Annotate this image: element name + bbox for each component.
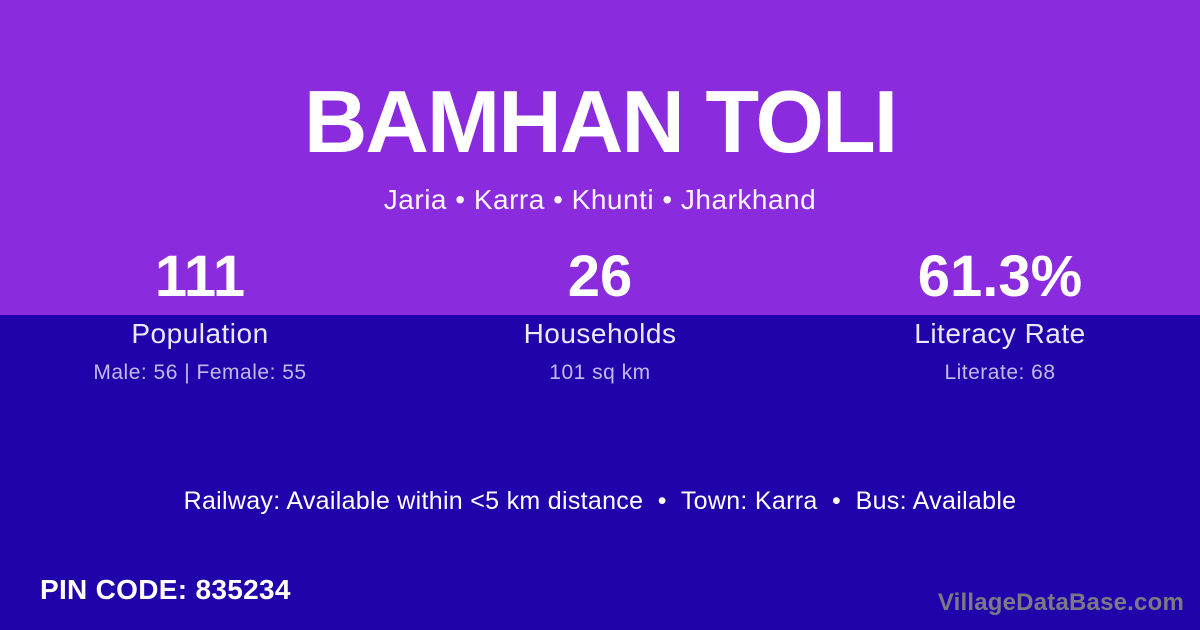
literacy-value: 61.3% [917, 244, 1083, 309]
households-label: Households [523, 318, 677, 349]
population-detail: Male: 56 | Female: 55 [93, 361, 307, 384]
population-label: Population [131, 318, 269, 349]
households-detail: 101 sq km [549, 361, 651, 384]
stat-population: 111 Population Male: 56 | Female: 55 [0, 248, 400, 385]
location-breadcrumb: Jaria • Karra • Khunti • Jharkhand [383, 184, 817, 215]
households-value: 26 [567, 244, 633, 309]
stat-literacy-rate: 61.3% Literacy Rate Literate: 68 [800, 248, 1200, 385]
transport-info-line: Railway: Available within <5 km distance… [183, 487, 1017, 515]
village-title: BAMHAN TOLI [303, 72, 898, 171]
watermark-site-name: VillageDataBase.com [937, 589, 1184, 616]
stat-households: 26 Households 101 sq km [400, 248, 800, 385]
top-background [0, 0, 1200, 315]
literacy-detail: Literate: 68 [944, 361, 1056, 384]
bottom-background [0, 315, 1200, 630]
pin-code-label: PIN CODE: 835234 [40, 574, 291, 605]
population-value: 111 [154, 244, 246, 309]
stats-row: 111 Population Male: 56 | Female: 55 26 … [0, 248, 1200, 385]
literacy-label: Literacy Rate [914, 318, 1086, 349]
